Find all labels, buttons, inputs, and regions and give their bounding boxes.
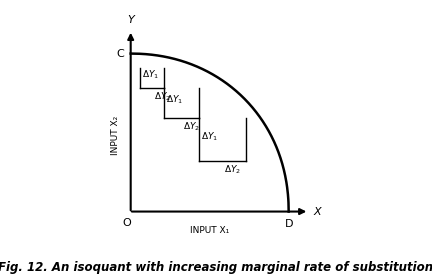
- Text: $\Delta Y_2$: $\Delta Y_2$: [224, 163, 241, 176]
- Text: INPUT X₂: INPUT X₂: [111, 116, 120, 155]
- Text: $\Delta Y_1$: $\Delta Y_1$: [200, 130, 218, 143]
- Text: X: X: [314, 207, 321, 216]
- Text: $\Delta Y_2$: $\Delta Y_2$: [154, 91, 171, 103]
- Text: D: D: [284, 219, 293, 229]
- Text: O: O: [122, 218, 131, 228]
- Text: Y: Y: [127, 15, 134, 25]
- Text: $\Delta Y_2$: $\Delta Y_2$: [183, 121, 200, 133]
- Text: $\Delta Y_1$: $\Delta Y_1$: [142, 69, 159, 81]
- Text: C: C: [117, 49, 124, 59]
- Text: $\Delta Y_1$: $\Delta Y_1$: [166, 94, 183, 106]
- Text: INPUT X₁: INPUT X₁: [190, 226, 229, 235]
- Text: Fig. 12. An isoquant with increasing marginal rate of substitution: Fig. 12. An isoquant with increasing mar…: [0, 261, 432, 274]
